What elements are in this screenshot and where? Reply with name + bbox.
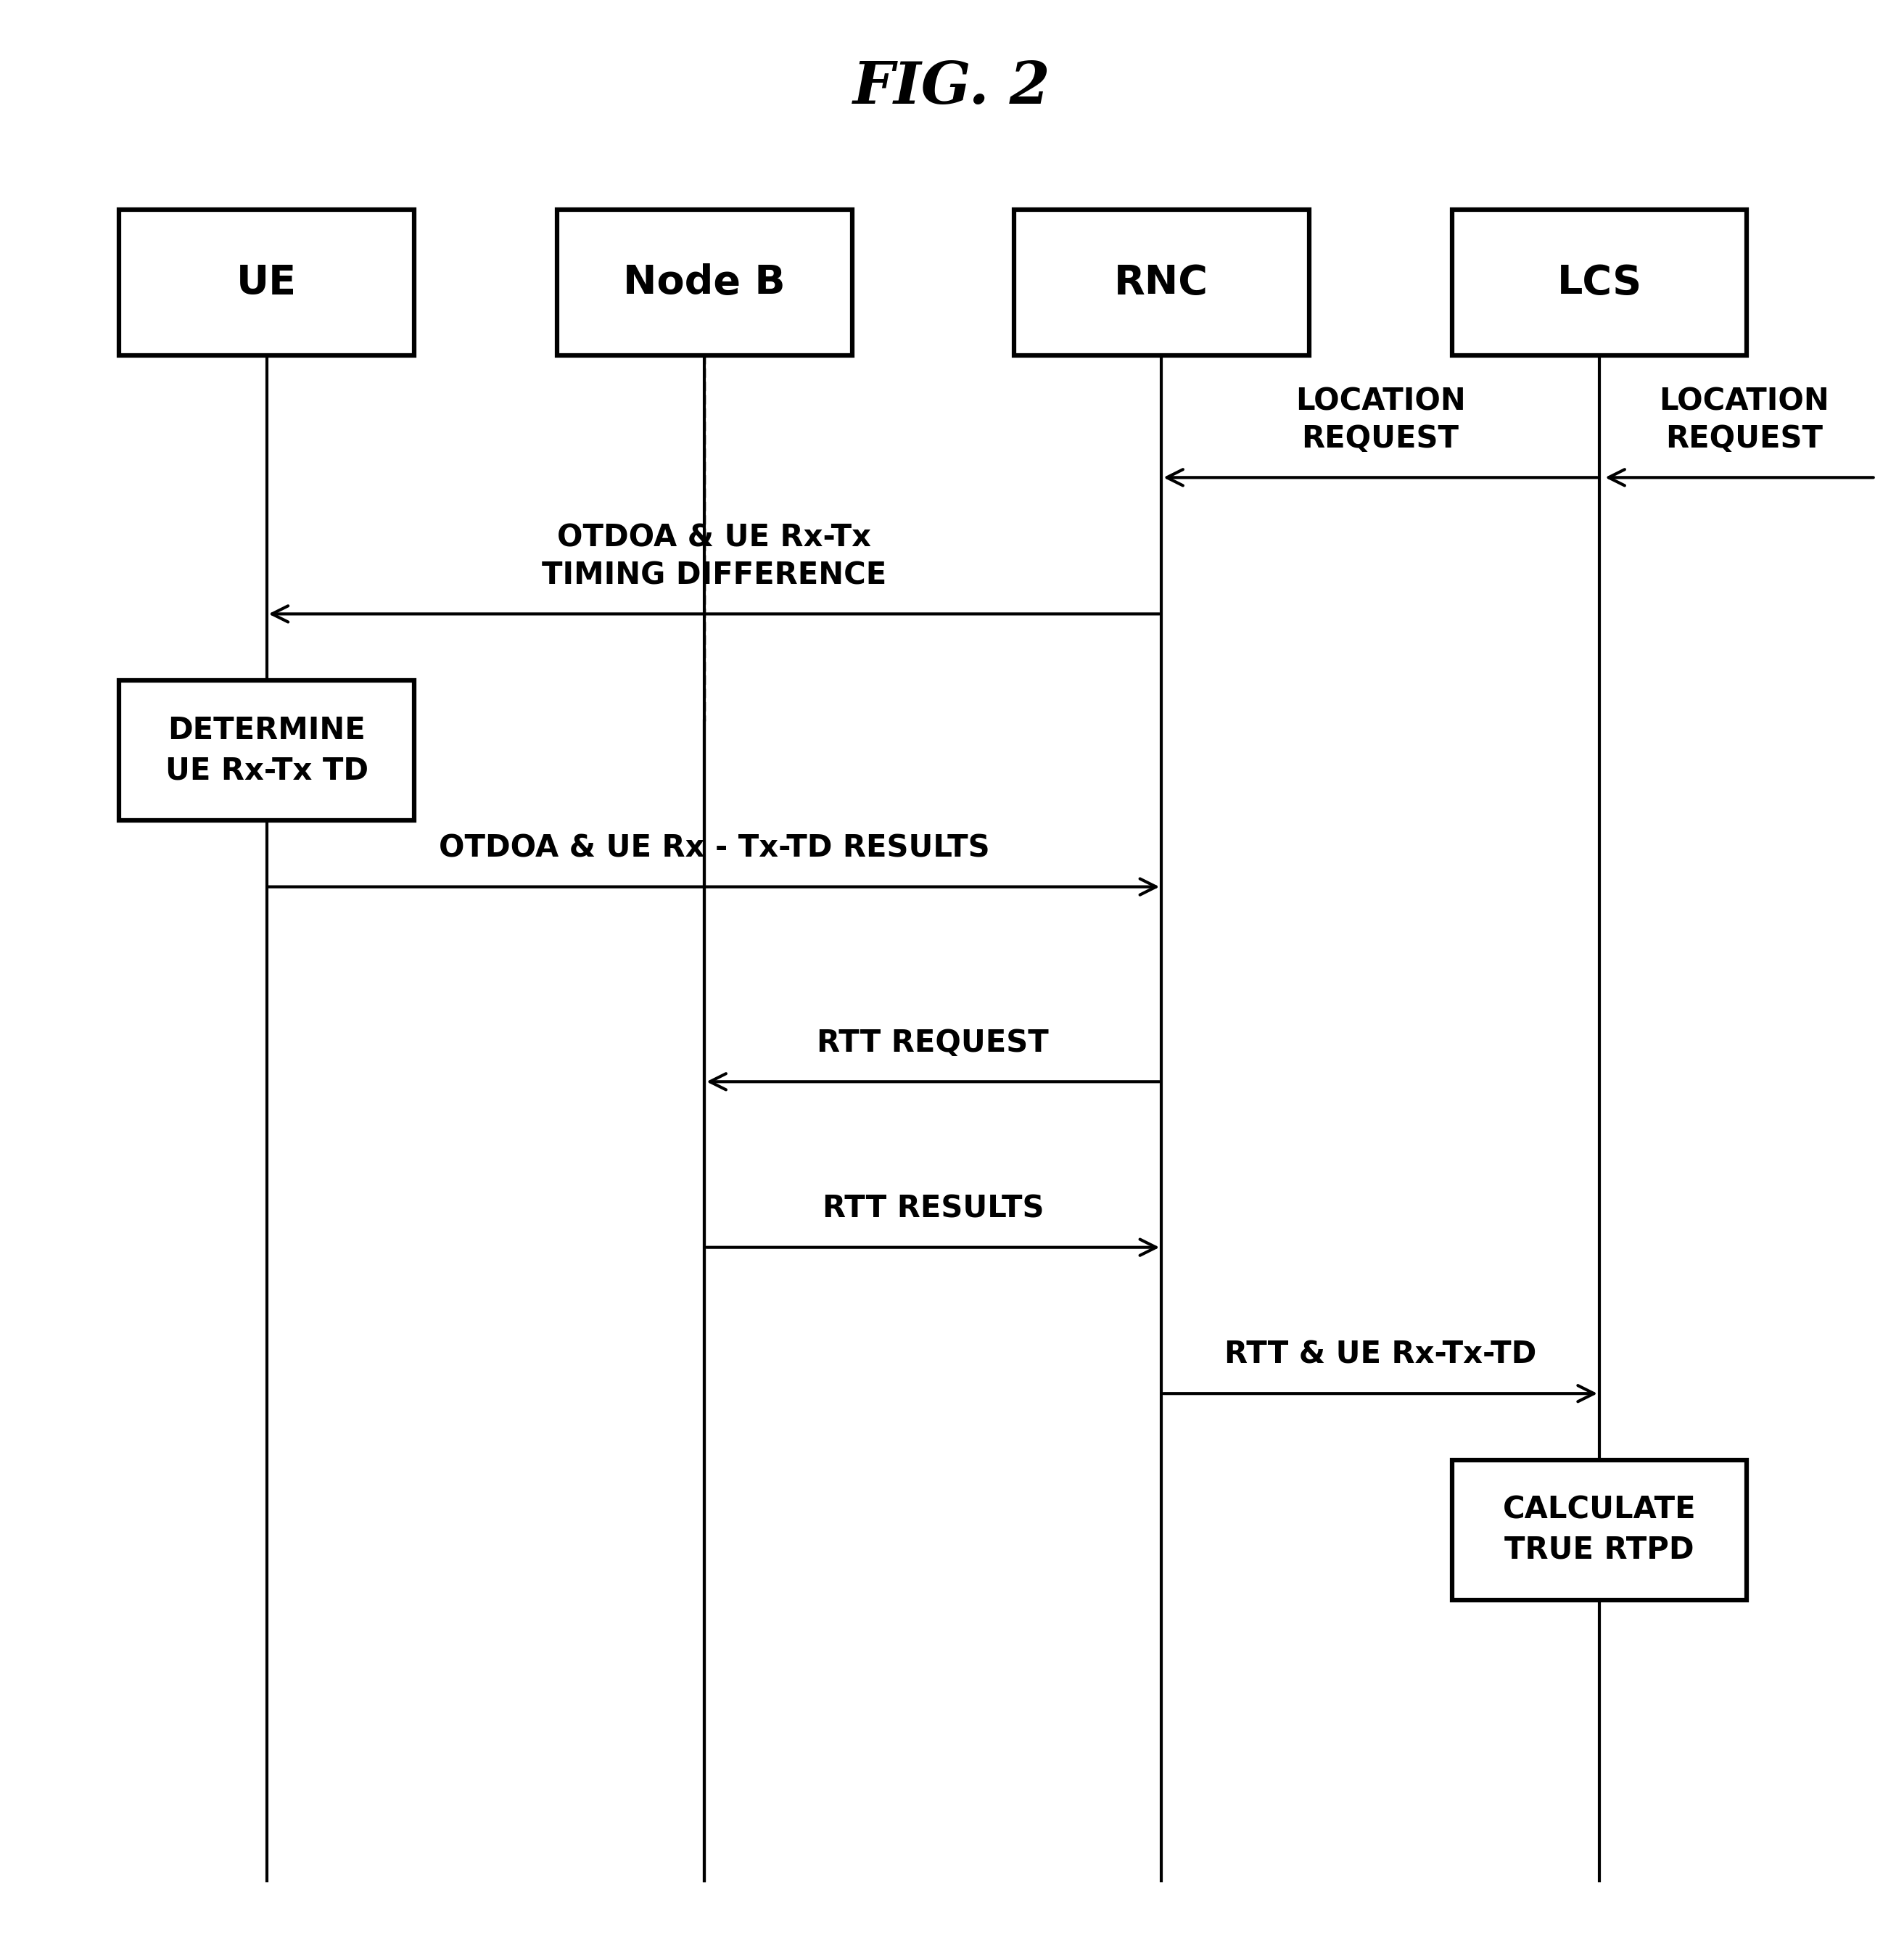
Text: OTDOA & UE Rx-Tx
TIMING DIFFERENCE: OTDOA & UE Rx-Tx TIMING DIFFERENCE xyxy=(541,522,887,591)
Bar xyxy=(120,680,415,821)
Text: LOCATION
REQUEST: LOCATION REQUEST xyxy=(1658,386,1830,454)
Text: CALCULATE
TRUE RTPD: CALCULATE TRUE RTPD xyxy=(1502,1495,1696,1565)
Text: UE: UE xyxy=(236,263,297,302)
Bar xyxy=(1013,209,1310,355)
Text: LOCATION
REQUEST: LOCATION REQUEST xyxy=(1295,386,1466,454)
Text: RTT RESULTS: RTT RESULTS xyxy=(823,1193,1043,1224)
Bar xyxy=(120,209,415,355)
Text: RNC: RNC xyxy=(1114,263,1209,302)
Text: RTT REQUEST: RTT REQUEST xyxy=(817,1027,1049,1058)
Text: DETERMINE
UE Rx-Tx TD: DETERMINE UE Rx-Tx TD xyxy=(166,715,367,785)
Text: RTT & UE Rx-Tx-TD: RTT & UE Rx-Tx-TD xyxy=(1224,1339,1537,1370)
Bar xyxy=(1451,1460,1748,1600)
Text: Node B: Node B xyxy=(623,263,786,302)
Bar xyxy=(1451,209,1748,355)
Text: LCS: LCS xyxy=(1557,263,1641,302)
Text: OTDOA & UE Rx - Tx-TD RESULTS: OTDOA & UE Rx - Tx-TD RESULTS xyxy=(438,832,990,863)
Bar xyxy=(556,209,853,355)
Text: FIG. 2: FIG. 2 xyxy=(853,60,1051,115)
